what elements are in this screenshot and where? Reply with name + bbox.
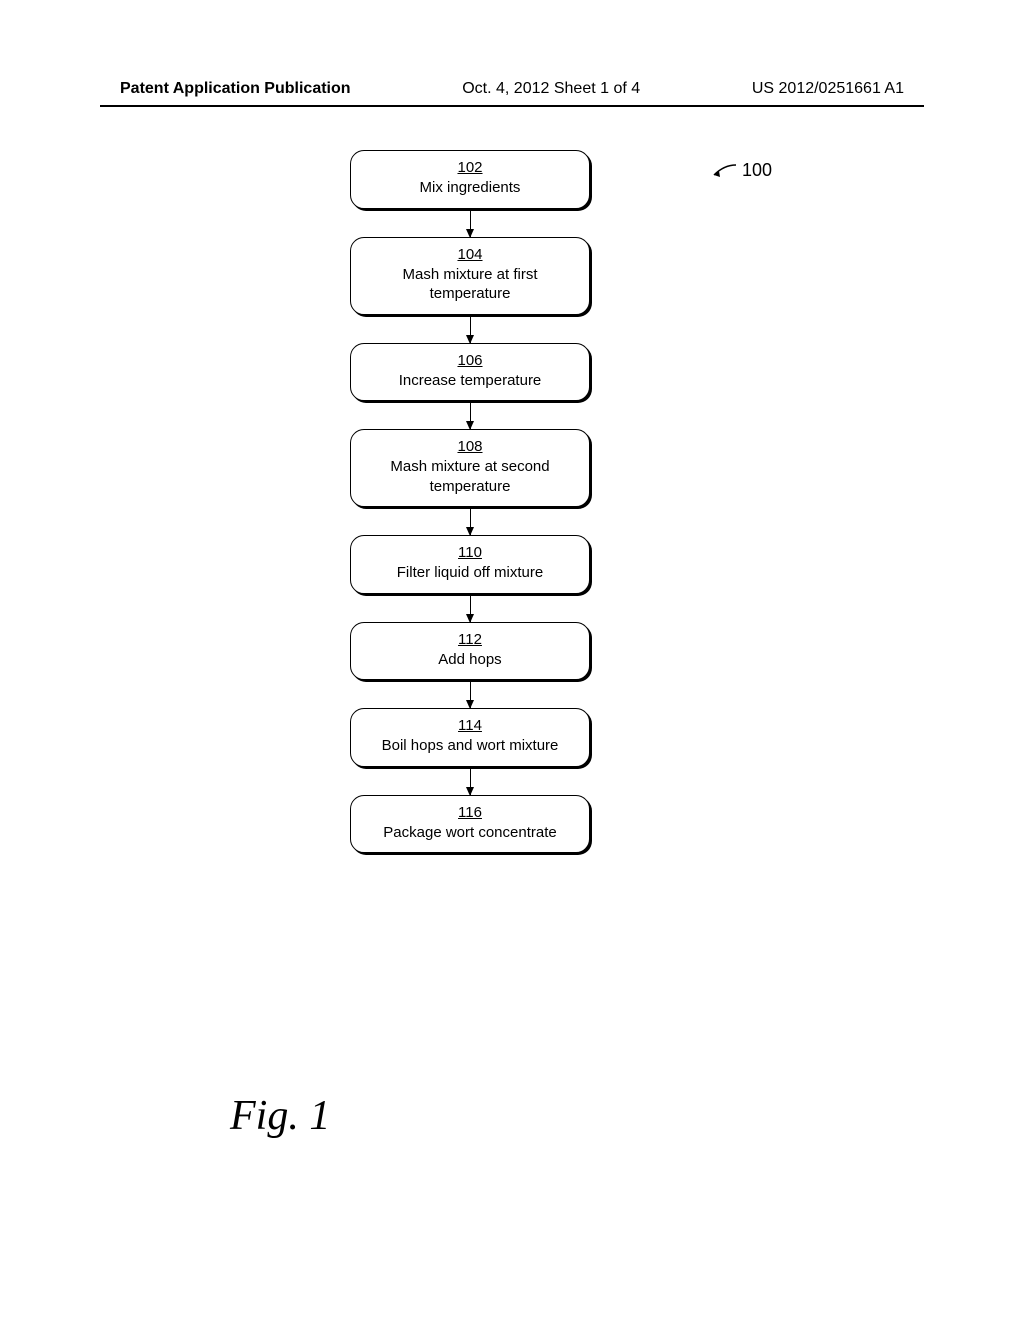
flow-node: 102 Mix ingredients [350,150,590,209]
node-text: Filter liquid off mixture [397,564,543,581]
node-text: Increase temperature [399,372,542,389]
flowchart-container: 102 Mix ingredients 104 Mash mixture at … [340,150,600,853]
ref-leader-icon [710,163,736,179]
node-text: Add hops [438,651,501,668]
flow-node: 108 Mash mixture at second temperature [350,429,590,507]
flowchart-ref-number: 100 [710,160,772,181]
header-center: Oct. 4, 2012 Sheet 1 of 4 [462,80,640,98]
flow-arrow-icon [470,315,471,343]
node-text: Mash mixture at second temperature [390,458,549,495]
flow-arrow-icon [470,767,471,795]
figure-label: Fig. 1 [230,1092,330,1140]
flow-arrow-icon [470,507,471,535]
ref-number-text: 100 [742,160,772,181]
header-left: Patent Application Publication [120,80,351,98]
flow-node: 104 Mash mixture at first temperature [350,237,590,315]
node-number: 108 [361,438,579,455]
flow-arrow-icon [470,680,471,708]
header-divider [100,105,924,107]
flow-node: 112 Add hops [350,622,590,681]
node-number: 112 [361,631,579,648]
flow-node: 114 Boil hops and wort mixture [350,708,590,767]
flow-node: 106 Increase temperature [350,343,590,402]
node-text: Mix ingredients [420,179,521,196]
header-right: US 2012/0251661 A1 [752,80,904,98]
node-number: 106 [361,352,579,369]
flow-arrow-icon [470,401,471,429]
flow-node: 116 Package wort concentrate [350,795,590,854]
patent-header: Patent Application Publication Oct. 4, 2… [0,80,1024,98]
flow-node: 110 Filter liquid off mixture [350,535,590,594]
flow-arrow-icon [470,594,471,622]
node-text: Mash mixture at first temperature [402,266,537,303]
node-number: 114 [361,717,579,734]
node-number: 110 [361,544,579,561]
flow-arrow-icon [470,209,471,237]
node-number: 116 [361,804,579,821]
node-text: Package wort concentrate [383,824,556,841]
node-number: 102 [361,159,579,176]
node-number: 104 [361,246,579,263]
node-text: Boil hops and wort mixture [382,737,559,754]
